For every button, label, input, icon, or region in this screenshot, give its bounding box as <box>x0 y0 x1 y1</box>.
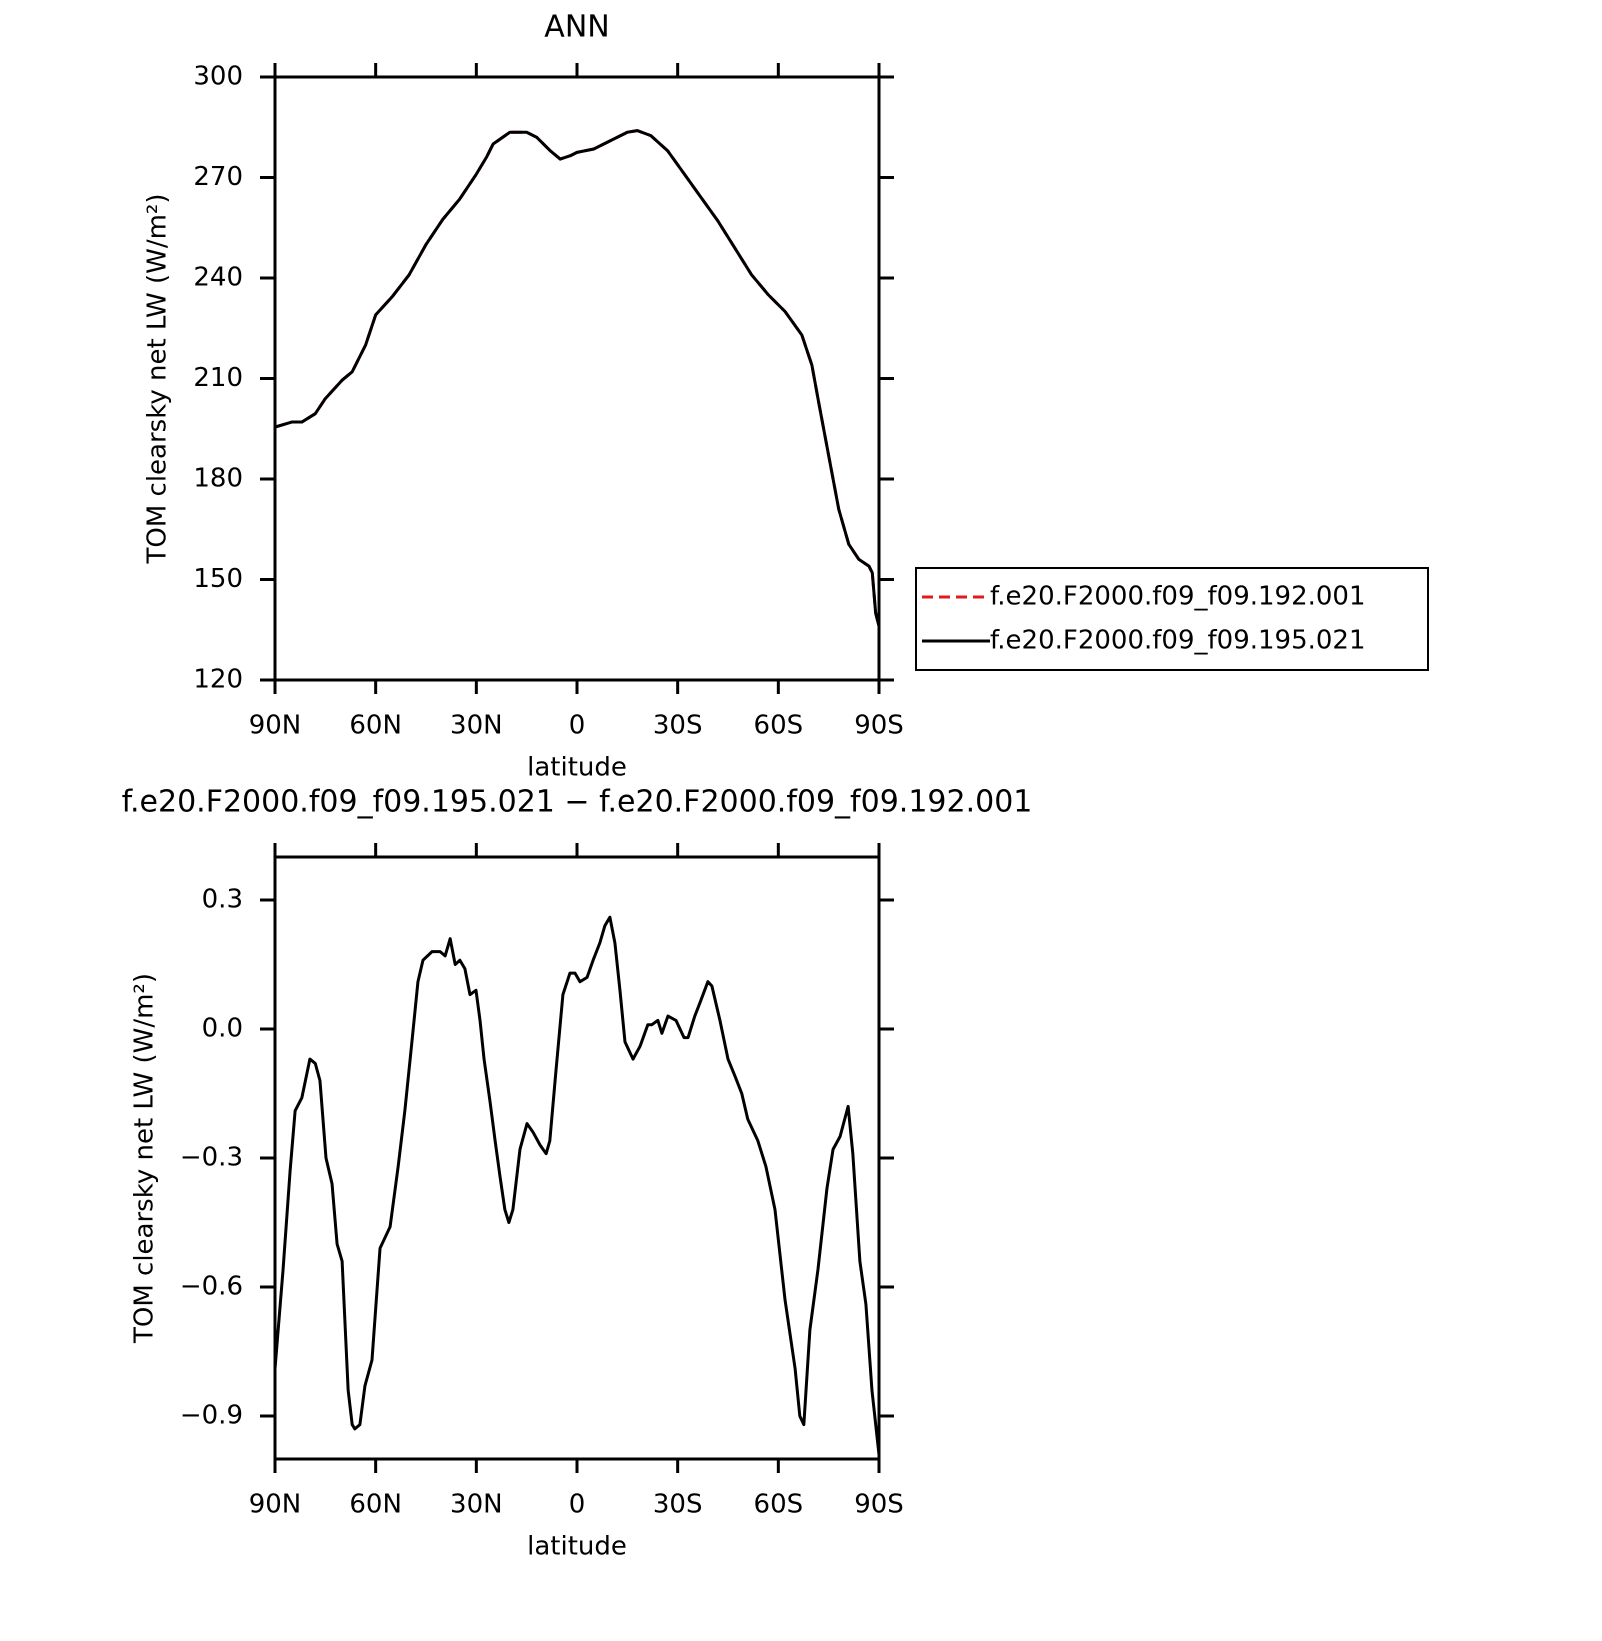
x-tick-label: 90S <box>854 711 904 741</box>
chart-title: ANN <box>544 10 609 45</box>
series-line <box>273 915 881 1455</box>
y-tick-label: −0.6 <box>180 1272 243 1302</box>
chart-title: f.e20.F2000.f09_f09.195.021 − f.e20.F200… <box>122 785 1033 820</box>
y-axis-label: TOM clearsky net LW (W/m²) <box>143 193 173 564</box>
y-tick-label: 0.0 <box>202 1014 243 1044</box>
y-tick-label: −0.3 <box>180 1143 243 1173</box>
y-axis-label: TOM clearsky net LW (W/m²) <box>130 973 160 1344</box>
legend-label: f.e20.F2000.f09_f09.192.001 <box>990 582 1366 612</box>
x-axis-label: latitude <box>527 1532 627 1562</box>
y-tick-label: 150 <box>193 564 243 594</box>
y-tick-label: 270 <box>193 162 243 192</box>
x-tick-label: 90S <box>854 1490 904 1520</box>
legend-label: f.e20.F2000.f09_f09.195.021 <box>990 626 1366 656</box>
legend-box <box>915 567 1429 671</box>
series-line <box>274 129 881 627</box>
y-tick-label: 0.3 <box>202 885 243 915</box>
x-tick-label: 60N <box>349 711 402 741</box>
y-tick-label: 300 <box>193 62 243 92</box>
x-tick-label: 90N <box>249 1490 302 1520</box>
y-tick-label: 210 <box>193 363 243 393</box>
y-tick-label: 120 <box>193 665 243 695</box>
plot-frame <box>273 75 881 682</box>
x-tick-label: 30N <box>450 711 503 741</box>
y-tick-label: 180 <box>193 464 243 494</box>
x-tick-label: 60S <box>754 1490 804 1520</box>
x-axis-label: latitude <box>527 753 627 783</box>
x-tick-label: 0 <box>569 711 586 741</box>
x-tick-label: 90N <box>249 711 302 741</box>
x-tick-label: 30N <box>450 1490 503 1520</box>
series-line <box>274 129 881 627</box>
x-tick-label: 0 <box>569 1490 586 1520</box>
y-tick-label: 240 <box>193 263 243 293</box>
plot-frame <box>273 855 881 1461</box>
x-tick-label: 60N <box>349 1490 402 1520</box>
x-tick-label: 30S <box>653 711 703 741</box>
y-tick-label: −0.9 <box>180 1401 243 1431</box>
x-tick-label: 60S <box>754 711 804 741</box>
x-tick-label: 30S <box>653 1490 703 1520</box>
